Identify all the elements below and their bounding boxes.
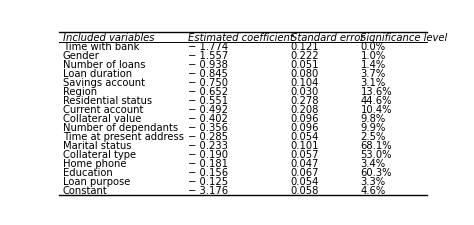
Text: 0.278: 0.278	[291, 96, 319, 106]
Text: 68.1%: 68.1%	[360, 141, 392, 151]
Text: 0.054: 0.054	[291, 132, 319, 142]
Text: 0.067: 0.067	[291, 168, 319, 178]
Text: 0.096: 0.096	[291, 123, 319, 133]
Text: − 0.181: − 0.181	[188, 159, 228, 169]
Text: 0.104: 0.104	[291, 78, 319, 88]
Text: 0.057: 0.057	[291, 150, 319, 160]
Text: 0.030: 0.030	[291, 87, 319, 97]
Text: − 1.557: − 1.557	[188, 51, 228, 61]
Text: − 0.750: − 0.750	[188, 78, 228, 88]
Text: 2.5%: 2.5%	[360, 132, 386, 142]
Text: − 0.492: − 0.492	[188, 105, 228, 115]
Text: Standard error: Standard error	[291, 33, 364, 43]
Text: Region: Region	[63, 87, 97, 97]
Text: Home phone: Home phone	[63, 159, 127, 169]
Text: Current account: Current account	[63, 105, 143, 115]
Text: 0.080: 0.080	[291, 69, 319, 79]
Text: Estimated coefficient: Estimated coefficient	[188, 33, 293, 43]
Text: Number of dependants: Number of dependants	[63, 123, 178, 133]
Text: 0.101: 0.101	[291, 141, 319, 151]
Text: 3.7%: 3.7%	[360, 69, 386, 79]
Text: − 0.551: − 0.551	[188, 96, 228, 106]
Text: − 1.774: − 1.774	[188, 42, 228, 52]
Text: 1.0%: 1.0%	[360, 51, 386, 61]
Text: Loan purpose: Loan purpose	[63, 177, 130, 187]
Text: 44.6%: 44.6%	[360, 96, 392, 106]
Text: 3.1%: 3.1%	[360, 78, 386, 88]
Text: 53.0%: 53.0%	[360, 150, 392, 160]
Text: − 0.190: − 0.190	[188, 150, 228, 160]
Text: − 3.176: − 3.176	[188, 186, 228, 196]
Text: − 0.938: − 0.938	[188, 60, 228, 70]
Text: Included variables: Included variables	[63, 33, 155, 43]
Text: Education: Education	[63, 168, 113, 178]
Text: 9.8%: 9.8%	[360, 114, 386, 124]
Text: Significance level: Significance level	[360, 33, 448, 43]
Text: 0.058: 0.058	[291, 186, 319, 196]
Text: − 0.356: − 0.356	[188, 123, 228, 133]
Text: Collateral type: Collateral type	[63, 150, 136, 160]
Text: 3.4%: 3.4%	[360, 159, 386, 169]
Text: 0.0%: 0.0%	[360, 42, 386, 52]
Text: 3.3%: 3.3%	[360, 177, 386, 187]
Text: 10.4%: 10.4%	[360, 105, 392, 115]
Text: − 0.652: − 0.652	[188, 87, 228, 97]
Text: − 0.285: − 0.285	[188, 132, 228, 142]
Text: 0.096: 0.096	[291, 114, 319, 124]
Text: Number of loans: Number of loans	[63, 60, 146, 70]
Text: 0.047: 0.047	[291, 159, 319, 169]
Text: Time at present address: Time at present address	[63, 132, 184, 142]
Text: Time with bank: Time with bank	[63, 42, 139, 52]
Text: Loan duration: Loan duration	[63, 69, 132, 79]
Text: − 0.845: − 0.845	[188, 69, 228, 79]
Text: − 0.233: − 0.233	[188, 141, 228, 151]
Text: 13.6%: 13.6%	[360, 87, 392, 97]
Text: 0.054: 0.054	[291, 177, 319, 187]
Text: 0.121: 0.121	[291, 42, 319, 52]
Text: 0.051: 0.051	[291, 60, 319, 70]
Text: Gender: Gender	[63, 51, 100, 61]
Text: − 0.402: − 0.402	[188, 114, 228, 124]
Text: 0.222: 0.222	[291, 51, 319, 61]
Text: Savings account: Savings account	[63, 78, 145, 88]
Text: 60.3%: 60.3%	[360, 168, 392, 178]
Text: − 0.125: − 0.125	[188, 177, 228, 187]
Text: 1.4%: 1.4%	[360, 60, 386, 70]
Text: − 0.156: − 0.156	[188, 168, 228, 178]
Text: 9.9%: 9.9%	[360, 123, 386, 133]
Text: Marital status: Marital status	[63, 141, 131, 151]
Text: 0.208: 0.208	[291, 105, 319, 115]
Text: Collateral value: Collateral value	[63, 114, 141, 124]
Text: Constant: Constant	[63, 186, 108, 196]
Text: 4.6%: 4.6%	[360, 186, 386, 196]
Text: Residential status: Residential status	[63, 96, 152, 106]
